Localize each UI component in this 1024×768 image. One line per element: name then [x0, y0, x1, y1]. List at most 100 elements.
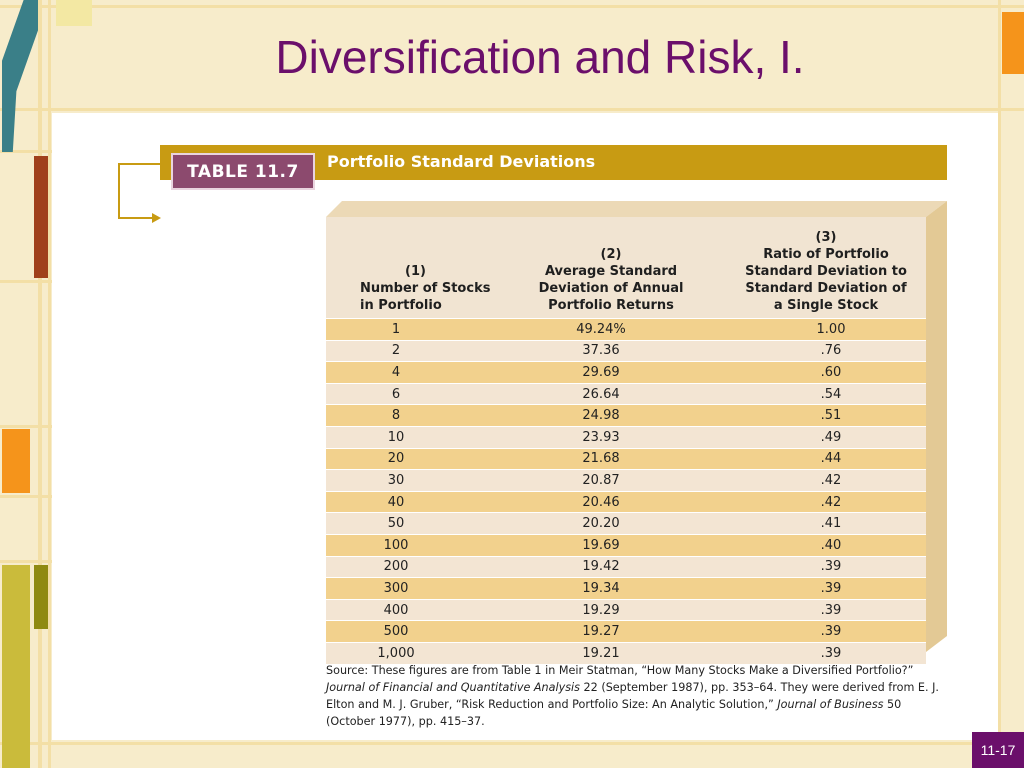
slide-number: 11-17: [972, 732, 1024, 768]
table-row: 8 24.98 .51: [326, 405, 926, 427]
table-row: 50 20.20 .41: [326, 513, 926, 535]
table-cell: 26.64: [582, 386, 620, 402]
table-cell: 24.98: [582, 408, 620, 424]
table-cell: 19.29: [582, 602, 620, 618]
table-row: 10 23.93 .49: [326, 426, 926, 449]
table-cell: 49.24%: [576, 321, 626, 337]
frame-line-top: [0, 108, 1024, 111]
deco-orange-block-left: [2, 429, 30, 493]
table-row: 500 19.27 .39: [326, 621, 926, 643]
table-cell: 300: [383, 580, 409, 596]
source-note: Source: These figures are from Table 1 i…: [326, 662, 946, 730]
table-cell: 37.36: [582, 343, 620, 359]
header-col-1-line: Number of Stocks: [360, 281, 491, 296]
source-suffix: 50 (October 1977), pp. 415–37.: [326, 698, 902, 728]
table-body: 1 49.24% 1.00 2 37.36 .76 4 29.69 .60 6 26.64 .54 8 2…: [326, 319, 926, 665]
table-cell: 1: [391, 321, 401, 337]
table-row: 4 29.69 .60: [326, 362, 926, 384]
table-row: 2 37.36 .76: [326, 340, 926, 363]
table-cell: 200: [383, 559, 409, 575]
table-cell: .51: [820, 408, 842, 424]
table-cell: 19.27: [582, 624, 620, 640]
deco-yellow-block: [56, 0, 92, 26]
table-cell: 40: [387, 494, 405, 510]
table-cell: .40: [820, 537, 842, 553]
source-mid: 22 (September 1987), pp. 353–64. They we…: [326, 681, 939, 711]
table-cell: 100: [383, 537, 409, 553]
table-row: 1 49.24% 1.00: [326, 319, 926, 341]
table-cell: 20.46: [582, 494, 620, 510]
table-cell: 8: [391, 408, 401, 424]
table-box-top: [326, 201, 947, 217]
table-cell: .42: [820, 472, 842, 488]
header-col-1-line: (1): [405, 264, 426, 279]
source-prefix: Source: These figures are from Table 1 i…: [326, 664, 914, 677]
table-cell: 20.87: [582, 472, 620, 488]
table-cell: .39: [820, 624, 842, 640]
table-cell: .39: [820, 645, 842, 661]
deco-olive-dark-block: [34, 565, 48, 629]
table-cell: 19.21: [582, 645, 620, 661]
deco-orange-block-right: [1002, 12, 1024, 74]
table-row: 100 19.69 .40: [326, 534, 926, 557]
table-cell: 19.34: [582, 580, 620, 596]
frame-line-h2: [0, 280, 52, 283]
table-cell: 1.00: [816, 321, 846, 337]
header-col-3-line: Standard Deviation of: [745, 281, 907, 296]
table-cell: 30: [387, 472, 405, 488]
table-cell: 21.68: [582, 451, 620, 467]
header-col-3-line: a Single Stock: [773, 298, 879, 313]
frame-line-h4: [0, 495, 52, 498]
table-cell: 20.20: [582, 516, 620, 532]
table-cell: 20: [387, 451, 405, 467]
table-cell: 2: [391, 343, 401, 359]
table-cell: .49: [820, 429, 842, 445]
table-cell: .42: [820, 494, 842, 510]
frame-line-h5: [0, 560, 52, 563]
table-header-row: (1) Number of Stocks in Portfolio (2) Av…: [326, 217, 926, 319]
table-cell: .60: [820, 364, 842, 380]
table-cell: .39: [820, 602, 842, 618]
table-cell: 23.93: [582, 429, 620, 445]
frame-line-left: [38, 0, 42, 768]
table-row: 40 20.46 .42: [326, 491, 926, 514]
table-cell: 19.42: [582, 559, 620, 575]
deco-teal-swoosh: [2, 0, 38, 152]
deco-rust-block: [34, 156, 48, 278]
frame-line-top-2: [0, 5, 1024, 8]
table-cell: 19.69: [582, 537, 620, 553]
table-cell: .44: [820, 451, 842, 467]
table-row: 300 19.34 .39: [326, 578, 926, 600]
table-cell: .39: [820, 559, 842, 575]
table-cell: 1,000: [377, 645, 415, 661]
table-title: Portfolio Standard Deviations: [327, 152, 596, 171]
frame-line-left-2: [48, 0, 51, 768]
bracket-arrow-icon: [118, 163, 161, 223]
header-col-2-line: Average Standard: [544, 264, 678, 279]
frame-line-h1: [0, 150, 52, 153]
header-col-2-line: Portfolio Returns: [548, 298, 674, 313]
table-row: 400 19.29 .39: [326, 599, 926, 622]
header-col-2: (2) Average Standard Deviation of Annual…: [496, 246, 726, 318]
table-cell: .41: [820, 516, 842, 532]
table-cell: .76: [820, 343, 842, 359]
table-row: 30 20.87 .42: [326, 470, 926, 492]
data-table: (1) Number of Stocks in Portfolio (2) Av…: [326, 217, 926, 665]
table-cell: 10: [387, 429, 405, 445]
header-col-3-line: (3): [815, 230, 837, 245]
table-cell: 400: [383, 602, 409, 618]
source-journal-2: Journal of Business: [777, 698, 884, 711]
header-col-1-line: in Portfolio: [360, 298, 442, 313]
slide-title: Diversification and Risk, I.: [275, 31, 805, 83]
frame-line-h3: [0, 425, 52, 428]
header-col-3: (3) Ratio of Portfolio Standard Deviatio…: [726, 229, 926, 318]
source-journal-1: Journal of Financial and Quantitative An…: [326, 681, 580, 694]
header-col-2-line: Deviation of Annual: [538, 281, 684, 296]
table-row: 200 19.42 .39: [326, 556, 926, 579]
table-row: 6 26.64 .54: [326, 383, 926, 406]
header-col-1: (1) Number of Stocks in Portfolio: [326, 263, 496, 318]
table-cell: 500: [383, 624, 409, 640]
table-cell: 29.69: [582, 364, 620, 380]
table-box-side: [926, 201, 947, 652]
table-row: 20 21.68 .44: [326, 448, 926, 471]
